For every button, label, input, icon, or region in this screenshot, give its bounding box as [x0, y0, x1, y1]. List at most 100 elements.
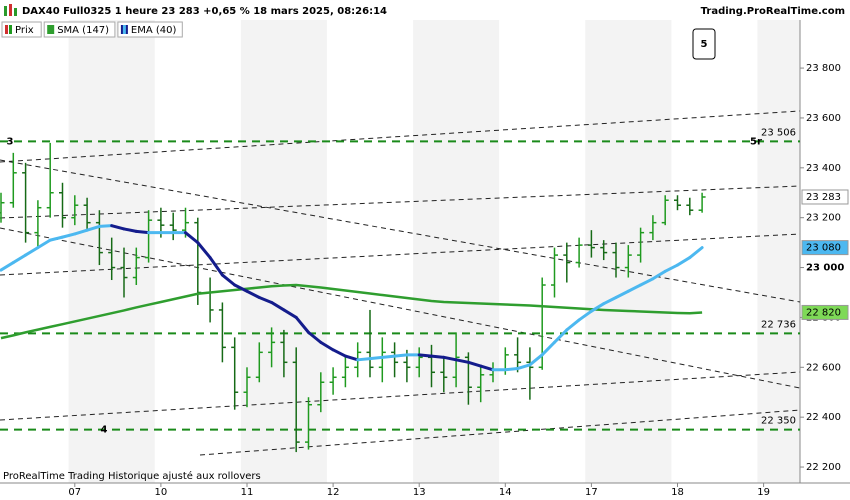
y-tick-label: 22 600 — [806, 362, 841, 373]
ema-segment — [208, 256, 224, 277]
ema-segment — [676, 256, 692, 267]
ema-segment — [651, 269, 667, 281]
x-tick-label: 13 — [413, 487, 426, 498]
ema-segment — [196, 241, 212, 260]
ema-segment — [466, 360, 483, 368]
price-tag — [801, 189, 849, 205]
day-band — [757, 0, 800, 483]
x-tick-label: 19 — [757, 487, 770, 498]
ema-segment — [307, 330, 323, 344]
level-label: 23 506 — [761, 127, 796, 138]
logo — [4, 4, 17, 16]
footer: ProRealTime Trading Historique ajusté au… — [3, 470, 261, 482]
y-tick-label: 22 200 — [806, 462, 841, 473]
price-tag — [801, 240, 849, 256]
legend-swatch — [9, 25, 12, 34]
price-tag-label: 22 820 — [806, 307, 841, 318]
trend-line — [0, 371, 801, 421]
trend-line — [0, 110, 801, 163]
trend-line — [0, 185, 801, 219]
annotation-box — [692, 28, 716, 60]
ema-segment — [503, 367, 520, 372]
ema-segment — [663, 263, 679, 273]
sma-line — [0, 283, 703, 340]
y-tick-label: 23 600 — [806, 113, 841, 124]
ema-segment — [233, 283, 249, 293]
ema-segment — [11, 253, 28, 265]
ema-segment — [430, 354, 446, 359]
legend-swatch — [122, 25, 126, 34]
trend-line — [199, 409, 801, 456]
y-tick-label: 23 800 — [806, 63, 841, 74]
annotation: 5r — [750, 136, 762, 147]
ema-segment — [639, 277, 655, 287]
ema-segment — [331, 348, 347, 358]
trend-line — [0, 227, 801, 389]
ema-segment — [0, 261, 15, 272]
ema-segment — [122, 227, 138, 233]
day-band — [413, 0, 500, 483]
x-tick-label: 14 — [499, 487, 512, 498]
ema-segment — [282, 308, 298, 319]
ema-segment — [553, 328, 569, 344]
ema-segment — [36, 238, 52, 250]
ema-segment — [270, 300, 286, 312]
level-label: 22 736 — [761, 319, 796, 330]
legend-swatch — [5, 25, 8, 34]
annotation: 4 — [101, 425, 108, 436]
day-band — [240, 0, 327, 483]
legend-box — [117, 21, 183, 38]
x-tick-label: 11 — [241, 487, 254, 498]
ema-segment — [257, 295, 274, 304]
ema-segment — [343, 354, 360, 362]
ema-segment — [454, 358, 470, 364]
legend-label: EMA (40) — [131, 25, 177, 36]
ema-segment — [589, 302, 606, 313]
x-tick-label: 10 — [155, 487, 168, 498]
ema-segment — [61, 232, 77, 239]
ema-segment — [528, 353, 544, 367]
ema-segment — [294, 315, 310, 334]
source: Trading.ProRealTime.com — [701, 6, 845, 17]
trend-line — [0, 159, 801, 303]
ema-segment — [479, 364, 495, 372]
x-tick-label: 18 — [671, 487, 684, 498]
ema-segment — [380, 354, 397, 359]
ema-segment — [368, 355, 384, 361]
x-tick-label: 17 — [585, 487, 598, 498]
legend-label: Prix — [15, 25, 34, 36]
ema-segment — [565, 318, 581, 332]
chart-title: DAX40 Full0325 1 heure 23 283 +0,65 % 18… — [22, 6, 387, 17]
ema-segment — [417, 353, 433, 358]
ema-segment — [356, 357, 372, 362]
ema-segment — [614, 289, 630, 299]
y-tick-label: 23 000 — [806, 263, 844, 274]
trend-lines — [0, 110, 801, 456]
x-tick-label: 07 — [68, 487, 81, 498]
ema-segment — [602, 295, 618, 306]
legend-box — [43, 21, 116, 38]
price-tag-label: 23 283 — [806, 192, 841, 203]
ema-segment — [97, 224, 114, 228]
annotation: 5 — [701, 39, 708, 50]
ema-segment — [577, 309, 593, 322]
legend-swatch — [49, 25, 53, 34]
ema-segment — [442, 355, 458, 362]
x-tick-label: 12 — [327, 487, 340, 498]
ema-segment — [245, 289, 261, 299]
ema-segment — [48, 235, 64, 242]
level-label: 22 350 — [761, 416, 796, 427]
ema-segment — [319, 340, 335, 352]
legend: Prix SMA (147) EMA (40) — [1, 21, 183, 38]
ema-segment — [73, 228, 89, 236]
annotation: 3 — [7, 136, 14, 147]
ema-segment — [134, 229, 151, 235]
trend-line — [0, 233, 801, 276]
legend-label: SMA (147) — [57, 25, 109, 36]
header-bar — [0, 0, 850, 20]
ema-segment — [540, 340, 556, 357]
plot: 23 506 22 736 22 350 — [0, 127, 800, 453]
y-tick-label: 22 400 — [806, 412, 841, 423]
y-tick-label: 23 400 — [806, 163, 841, 174]
